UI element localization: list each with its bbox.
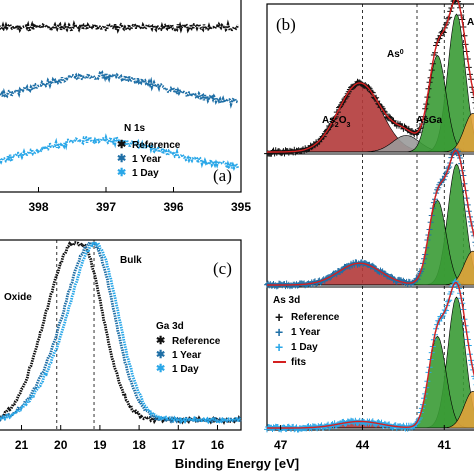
series-1-day	[0, 132, 240, 173]
series-1-day	[0, 240, 242, 425]
fit-line	[267, 0, 474, 153]
x-tick-label: 21	[15, 438, 29, 452]
x-tick-label: 396	[163, 200, 183, 214]
panel-c-frame	[0, 239, 242, 431]
x-tick-label: 395	[231, 200, 251, 214]
series-reference	[0, 240, 242, 425]
legend-label-1-year: 1 Year	[132, 154, 161, 165]
right-component-label: A	[467, 17, 474, 28]
panel-a-legend-title: N 1s	[124, 123, 146, 134]
x-tick-label: 41	[438, 438, 452, 452]
legend-marker-reference: ✱	[117, 139, 126, 151]
legend-marker-1-year: ✱	[156, 349, 165, 361]
fit-line	[267, 149, 474, 286]
panel-c-series	[0, 239, 242, 425]
legend-marker-1-day: ✱	[117, 167, 126, 179]
x-tick-label: 19	[93, 438, 107, 452]
series-reference	[0, 19, 240, 35]
legend-label-1-day: 1 Day	[132, 168, 159, 179]
x-tick-label: 397	[96, 200, 116, 214]
legend-marker-1-day: ✱	[156, 363, 165, 375]
x-tick-label: 18	[132, 438, 146, 452]
legend-label-1-year: 1 Year	[172, 350, 201, 361]
panel-b-legend: + Reference + 1 Year + 1 Day fits	[273, 309, 340, 368]
legend-label-1-year: 1 Year	[291, 327, 320, 338]
panel-a-legend: ✱ Reference ✱ 1 Year ✱ 1 Day	[117, 139, 181, 179]
x-tick-label: 20	[54, 438, 68, 452]
panel-c-x-ticks: 21 20 19 18 17 16	[15, 425, 225, 452]
asga-label: AsGa	[416, 115, 443, 126]
legend-marker-reference: +	[275, 309, 283, 325]
x-tick-label: 17	[172, 438, 186, 452]
x-tick-label: 47	[274, 438, 288, 452]
panel-c-label: (c)	[213, 259, 232, 278]
legend-label-1-day: 1 Day	[172, 364, 199, 375]
x-tick-label: 398	[28, 200, 48, 214]
as2o3-label: As2O3	[322, 115, 350, 129]
panel-a-label: (a)	[213, 166, 232, 185]
panel-a: 398 397 396 395 (a) N 1s ✱ Reference ✱ 1 Ye…	[0, 0, 251, 214]
panel-a-x-ticks: 398 397 396 395	[28, 187, 251, 214]
x-tick-label: 44	[356, 438, 370, 452]
panel-c-oxide-annotation: Oxide	[4, 292, 32, 303]
panel-a-frame	[0, 0, 242, 193]
panel-a-series	[0, 19, 240, 173]
legend-label-reference: Reference	[172, 336, 221, 347]
legend-marker-1-day: +	[275, 339, 283, 355]
panel-c-legend-title: Ga 3d	[156, 321, 184, 332]
as0-label: As0	[387, 49, 404, 61]
legend-marker-1-year: ✱	[117, 153, 126, 165]
panel-c-bulk-annotation: Bulk	[120, 255, 142, 266]
panel-c-legend: ✱ Reference ✱ 1 Year ✱ 1 Day	[156, 335, 221, 375]
legend-label-reference: Reference	[132, 140, 181, 151]
panel-c: 21 20 19 18 17 16 (c) Oxide Bulk Ga 3d ✱ Refe…	[0, 239, 242, 452]
panel-b: 47 44 41 (b) As0 As2O3 AsGa A As 3d + Refe…	[264, 0, 474, 452]
x-axis-label: Binding Energy [eV]	[175, 456, 299, 471]
fit-line	[267, 281, 474, 429]
series-1-year	[0, 239, 242, 425]
panel-b-legend-title: As 3d	[273, 295, 300, 306]
series-1-year	[0, 69, 239, 109]
legend-marker-1-year: +	[275, 324, 283, 340]
panel-b-x-ticks: 47 44 41	[274, 425, 451, 452]
panel-b-label: (b)	[276, 15, 296, 34]
legend-label-fits: fits	[291, 357, 306, 368]
legend-label-1-day: 1 Day	[291, 342, 318, 353]
panel-b-frame	[266, 3, 474, 431]
panel-b-content	[264, 0, 474, 433]
x-tick-label: 16	[211, 438, 225, 452]
legend-label-reference: Reference	[291, 312, 340, 323]
legend-marker-reference: ✱	[156, 335, 165, 347]
